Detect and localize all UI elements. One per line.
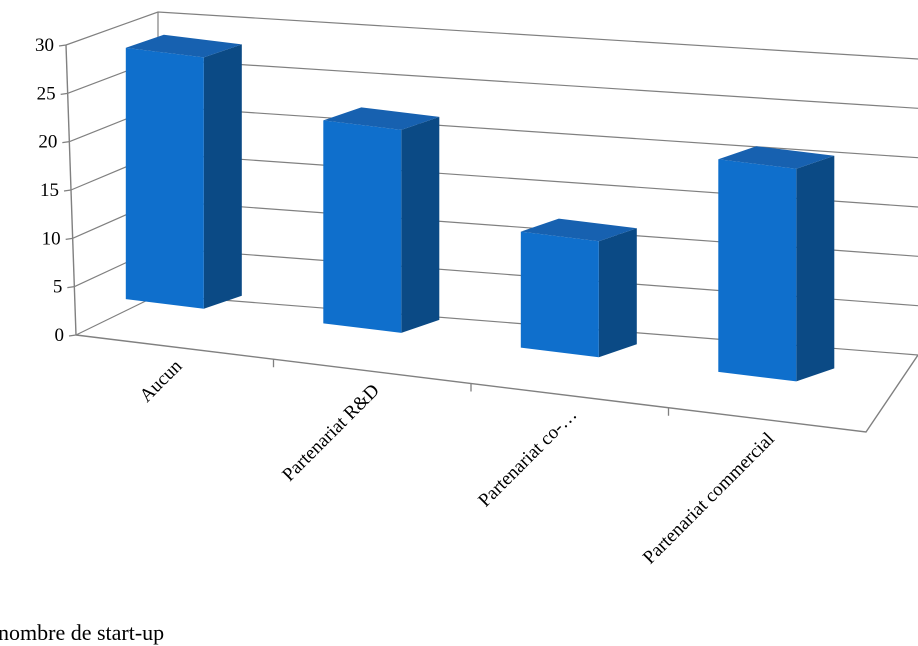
y-tick-label: 15 bbox=[40, 180, 59, 201]
bar-side-face bbox=[598, 228, 637, 358]
y-tick-mark bbox=[65, 237, 73, 240]
bar bbox=[520, 218, 637, 358]
y-tick-label: 0 bbox=[55, 325, 65, 346]
bar-top-face bbox=[718, 146, 835, 169]
y-tick-mark bbox=[63, 189, 72, 192]
bar-front-face bbox=[125, 47, 204, 309]
x-tick-label: Partenariat co-… bbox=[474, 404, 581, 511]
x-tick-label: Partenariat commercial bbox=[639, 429, 779, 569]
x-axis-line bbox=[75, 334, 918, 433]
bar-side-face bbox=[203, 44, 242, 309]
x-axis-tick-labels: Aucun Partenariat R&D Partenariat co-… Part… bbox=[136, 355, 779, 568]
bars bbox=[125, 34, 835, 382]
y-tick-mark bbox=[58, 44, 67, 47]
bar-front-face bbox=[718, 159, 797, 382]
y-tick-mark bbox=[68, 334, 77, 337]
x-tick-label: Aucun bbox=[136, 355, 187, 406]
bar-side-face bbox=[401, 116, 440, 333]
bar-top-face bbox=[323, 107, 440, 130]
y-tick-label: 20 bbox=[38, 132, 57, 153]
y-tick-label: 25 bbox=[37, 83, 56, 104]
y-tick-label: 30 bbox=[35, 35, 54, 56]
y-tick-label: 10 bbox=[42, 228, 61, 249]
y-axis-tick-labels: 0 5 10 15 20 25 30 bbox=[35, 35, 64, 346]
y-tick-mark bbox=[67, 286, 75, 289]
y-tick-label: 5 bbox=[53, 277, 63, 298]
bar bbox=[125, 34, 242, 309]
bar-top-face bbox=[520, 218, 637, 242]
bar-side-face bbox=[796, 155, 835, 382]
series-label: nombre de start-up bbox=[0, 620, 164, 645]
bar-front-face bbox=[520, 231, 599, 358]
bar bbox=[718, 146, 835, 382]
y-tick-mark bbox=[62, 141, 70, 144]
bar-front-face bbox=[323, 120, 402, 333]
bar bbox=[323, 107, 440, 333]
x-tick-label: Partenariat R&D bbox=[278, 380, 384, 486]
y-tick-mark bbox=[60, 92, 68, 95]
bar-top-face bbox=[125, 34, 242, 58]
